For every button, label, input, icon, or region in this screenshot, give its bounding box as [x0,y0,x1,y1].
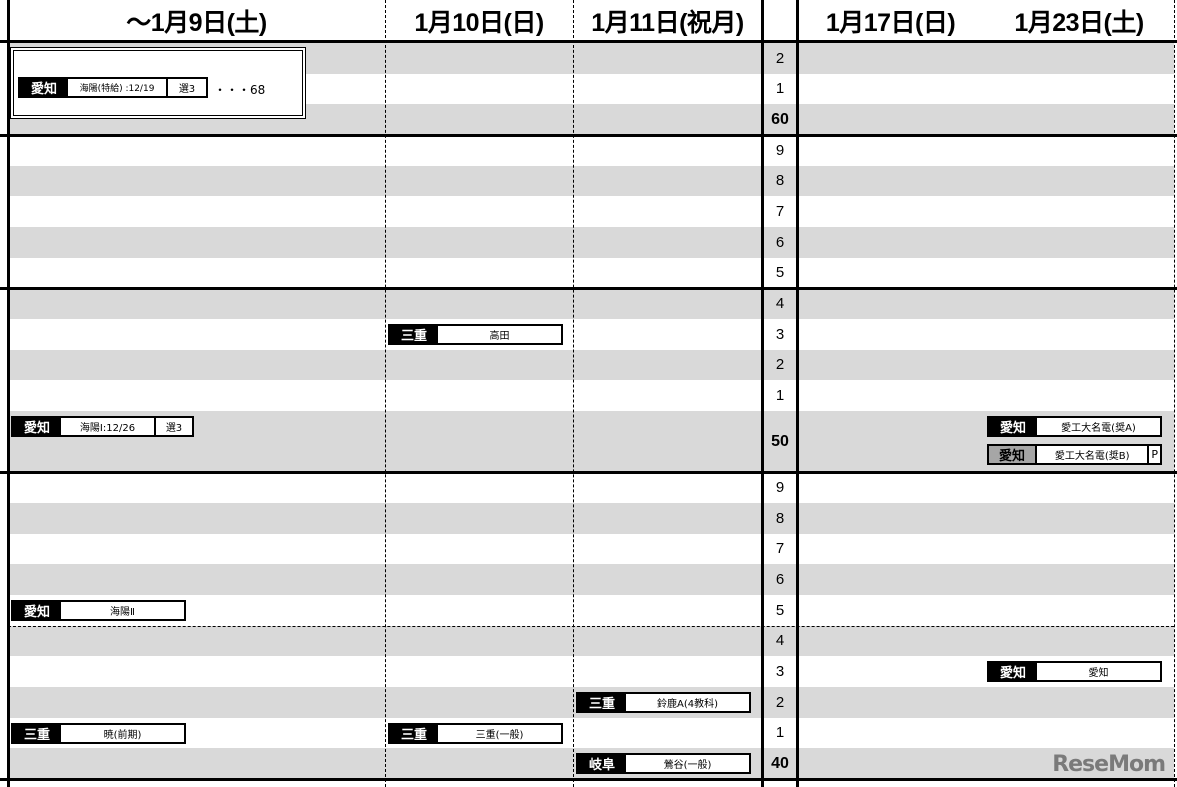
special-note: ・・・68 [214,83,266,97]
row-shade [8,227,1174,258]
exam-entry: 三重 高田 [388,323,563,345]
header-border [0,40,1177,43]
school-name: 愛工大名電(奨A) [1061,423,1136,434]
exam-entry: 愛知 海陽Ⅰ:12/26 選3 [11,416,194,437]
exam-entry: 愛知 愛工大名電(奨B) P [987,444,1162,465]
score-label: 4 [775,295,785,313]
column-divider [1174,0,1175,787]
row-shade [8,503,1174,534]
score-label: 2 [775,693,785,711]
exam-entry: 三重 三重(一般) [388,722,563,744]
column-border [796,0,799,787]
score-label: 4 [775,632,785,650]
prefecture-badge: 三重 [13,724,61,743]
score-label: 50 [771,432,789,450]
column-border [761,0,764,787]
score-label: 1 [775,80,785,98]
column-divider [573,0,574,787]
score-label: 7 [775,540,785,558]
exam-entry: 愛知 海陽Ⅱ [11,599,186,621]
row-shade [8,411,1174,473]
exam-entry: 三重 鈴鹿A(4教科) [576,691,751,713]
prefecture-badge: 愛知 [13,601,61,620]
row-shade [8,288,1174,319]
score-label: 8 [775,172,785,190]
school-name: 三重(一般) [475,729,524,741]
score-label: 5 [775,264,785,282]
score-label: 1 [775,387,785,405]
section-divider [8,288,1174,290]
score-label: 8 [775,509,785,527]
score-label: 3 [775,663,785,681]
prefecture-badge: 愛知 [989,418,1037,436]
column-border [7,0,10,787]
score-label: 40 [771,754,789,772]
special-entry-frame: 愛知 海陽(特給) :12/19 選3 ・・・68 [10,47,306,119]
score-label: 6 [775,571,785,589]
prefecture-badge: 愛知 [13,418,61,436]
prefecture-badge: 三重 [578,693,626,712]
date-header: ～1月9日(土) [126,9,267,37]
section-divider [8,625,1174,627]
score-label: 1 [775,724,785,742]
exam-entry: 岐阜 鶯谷(一般) [576,753,751,775]
section-border [0,471,1177,475]
exam-type: 選3 [154,418,192,435]
school-name: 鶯谷(一般) [663,760,712,772]
score-label: 3 [775,325,785,343]
date-header [762,0,797,42]
score-label: 60 [771,110,789,128]
school-name: 海陽(特給) :12/19 [79,84,155,94]
row-shade [8,625,1174,657]
exam-entry: 愛知 愛知 [987,661,1162,683]
school-name: 暁(前期) [103,729,142,741]
school-name: 愛工大名電(奨B) [1054,451,1130,462]
prefecture-badge: 岐阜 [578,755,626,773]
school-name: 鈴鹿A(4教科) [656,698,718,710]
score-label: 7 [775,203,785,221]
date-header: 1月17日(日) [825,9,956,37]
score-label: 9 [775,479,785,497]
column-divider [385,0,386,787]
date-header: 1月23日(土) [1014,9,1144,37]
exam-entry: 三重 暁(前期) [11,722,186,744]
row-shade [8,349,1174,381]
score-label: 2 [775,49,785,67]
row-shade [8,165,1174,197]
score-label: 6 [775,233,785,251]
prefecture-badge: 三重 [390,724,438,743]
row-shade [8,564,1174,595]
score-label: 2 [775,356,785,374]
exam-entry: 愛知 愛工大名電(奨A) [987,416,1162,437]
exam-type: P [1147,446,1160,463]
prefecture-badge: 三重 [390,325,438,344]
score-label: 9 [775,141,785,159]
resemom-logo: ReseMom [1052,752,1166,777]
date-header: 1月10日(日) [414,9,544,37]
school-name: 高田 [489,330,510,342]
score-label: 5 [775,601,785,619]
section-border [0,134,1177,137]
prefecture-badge: 愛知 [989,446,1037,464]
prefecture-badge: 愛知 [989,663,1037,681]
school-name: 海陽Ⅱ [110,606,135,618]
date-header: 1月11日(祝月) [591,9,744,37]
school-name: 海陽Ⅰ:12/26 [79,423,136,434]
bottom-border [0,778,1177,781]
exam-type: 選3 [166,79,206,96]
school-name: 愛知 [1088,668,1109,680]
exam-entry: 愛知 海陽(特給) :12/19 選3 [18,77,208,98]
prefecture-badge: 愛知 [20,79,68,97]
